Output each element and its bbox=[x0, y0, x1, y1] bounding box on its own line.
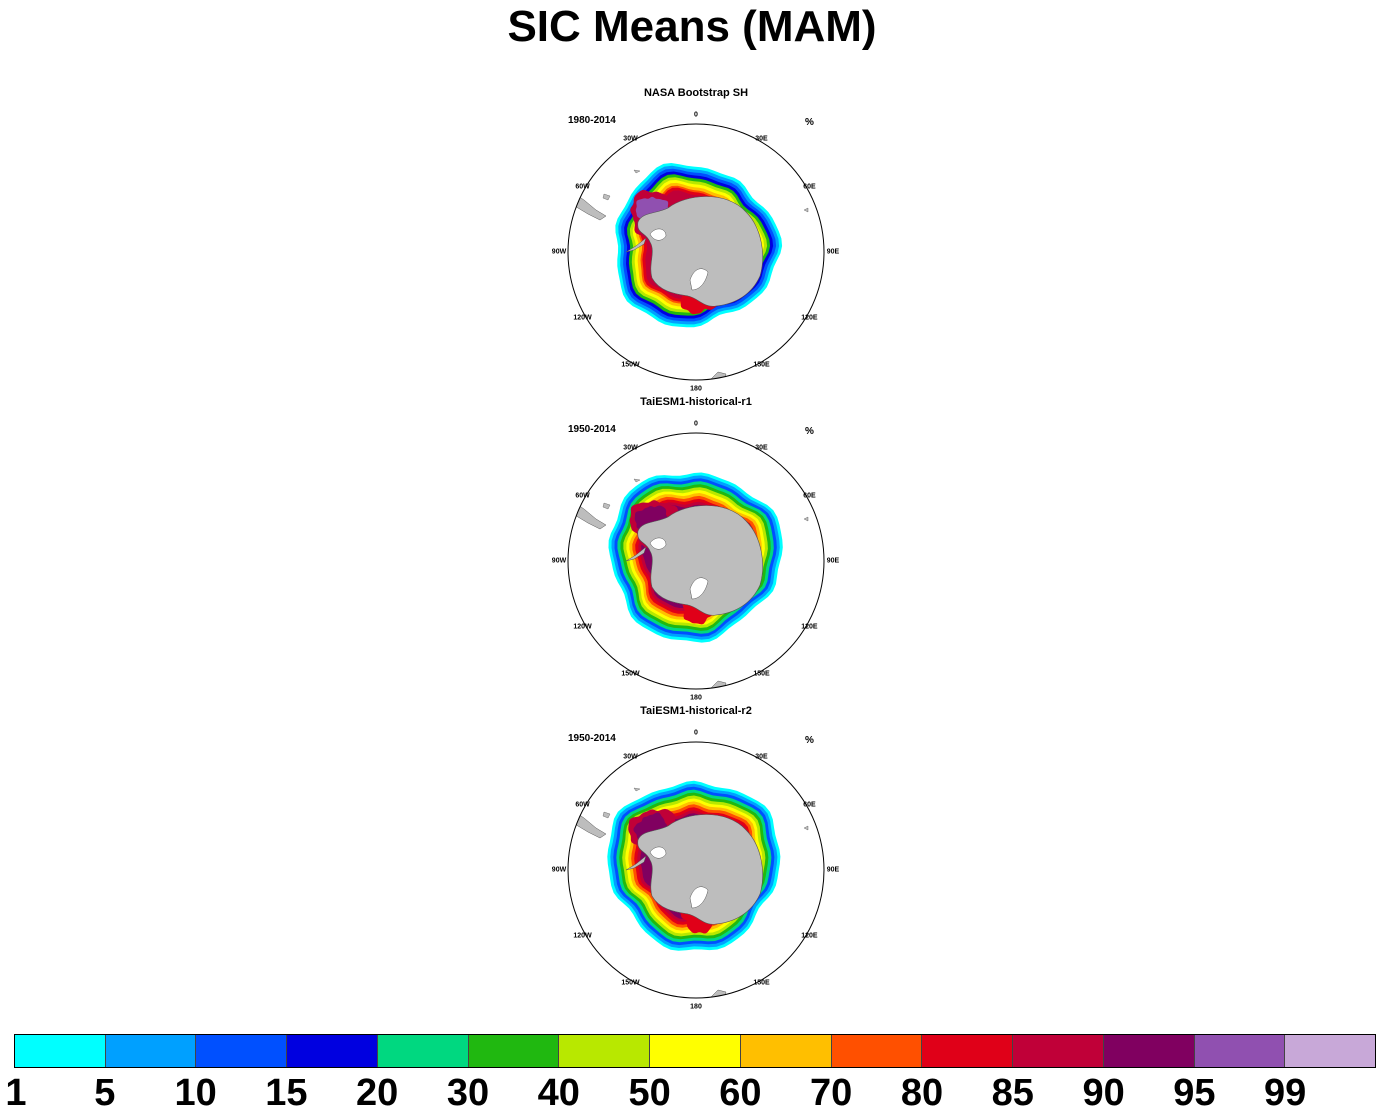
panel-title-r1: TaiESM1-historical-r1 bbox=[640, 396, 752, 408]
polar-map-r1 bbox=[567, 432, 825, 690]
colorbar-swatch bbox=[468, 1035, 560, 1067]
colorbar-label: 60 bbox=[719, 1072, 762, 1114]
panel-period-obs: 1980-2014 bbox=[568, 115, 616, 126]
lon-label-60e: 60E bbox=[803, 801, 816, 808]
lon-label-90e: 90E bbox=[826, 557, 840, 565]
lon-label-120e: 120E bbox=[801, 623, 818, 630]
colorbar-label: 20 bbox=[356, 1072, 399, 1114]
lon-label-150e: 150E bbox=[753, 979, 770, 987]
colorbar-label: 30 bbox=[446, 1072, 490, 1114]
lon-label-120w: 120W bbox=[573, 623, 592, 630]
colorbar-swatch bbox=[377, 1035, 469, 1067]
lon-label-30w: 30W bbox=[623, 444, 638, 452]
lon-label-30w: 30W bbox=[623, 135, 638, 143]
colorbar-label: 5 bbox=[94, 1072, 116, 1114]
colorbar-swatch bbox=[15, 1035, 106, 1067]
lon-label-120e: 120E bbox=[801, 932, 818, 939]
lon-label-180: 180 bbox=[690, 385, 702, 393]
colorbar-swatch bbox=[287, 1035, 378, 1067]
colorbar-swatch bbox=[1194, 1035, 1286, 1067]
antarctica bbox=[637, 196, 763, 307]
colorbar-swatch bbox=[1103, 1035, 1195, 1067]
lon-label-150e: 150E bbox=[753, 361, 770, 369]
map-boundary bbox=[567, 123, 825, 381]
colorbar bbox=[14, 1034, 1376, 1068]
lon-label-120w: 120W bbox=[573, 314, 592, 321]
lon-label-150w: 150W bbox=[621, 670, 640, 678]
lon-label-90w: 90W bbox=[551, 557, 567, 565]
lon-label-0: 0 bbox=[694, 111, 698, 119]
lon-label-180: 180 bbox=[690, 694, 702, 702]
lon-label-150e: 150E bbox=[753, 670, 770, 678]
colorbar-label: 85 bbox=[991, 1072, 1034, 1114]
colorbar-label: 95 bbox=[1173, 1072, 1216, 1114]
lon-label-60w: 60W bbox=[575, 183, 590, 190]
lon-label-60w: 60W bbox=[575, 492, 590, 499]
lon-label-90e: 90E bbox=[826, 866, 840, 874]
colorbar-swatch bbox=[1013, 1035, 1104, 1067]
lon-label-30e: 30E bbox=[755, 135, 768, 143]
lon-label-60e: 60E bbox=[803, 183, 816, 190]
map-boundary bbox=[567, 741, 825, 999]
colorbar-label: 90 bbox=[1082, 1072, 1125, 1114]
panel-unit-r1: % bbox=[805, 426, 814, 437]
panel-unit-r2: % bbox=[805, 735, 814, 746]
colorbar-swatch bbox=[105, 1035, 197, 1067]
lon-label-120e: 120E bbox=[801, 314, 818, 321]
lon-label-90e: 90E bbox=[826, 248, 840, 256]
panel-unit-obs: % bbox=[805, 117, 814, 128]
lon-label-60w: 60W bbox=[575, 801, 590, 808]
colorbar-label: 15 bbox=[265, 1072, 308, 1114]
colorbar-label: 50 bbox=[628, 1072, 671, 1114]
lon-label-30e: 30E bbox=[755, 753, 768, 761]
colorbar-swatch bbox=[740, 1035, 832, 1067]
lon-label-30e: 30E bbox=[755, 444, 768, 452]
map-boundary bbox=[567, 432, 825, 690]
lon-label-0: 0 bbox=[694, 420, 698, 428]
colorbar-swatch bbox=[831, 1035, 923, 1067]
polar-map-obs bbox=[567, 123, 825, 381]
colorbar-swatch bbox=[650, 1035, 741, 1067]
colorbar-label: 10 bbox=[174, 1072, 217, 1114]
colorbar-label: 40 bbox=[537, 1072, 580, 1114]
colorbar-label: 1 bbox=[5, 1072, 27, 1114]
lon-label-0: 0 bbox=[694, 729, 698, 737]
antarctica bbox=[637, 505, 763, 616]
colorbar-swatch bbox=[1285, 1035, 1376, 1067]
panel-title-r2: TaiESM1-historical-r2 bbox=[640, 705, 752, 717]
lon-label-120w: 120W bbox=[573, 932, 592, 939]
colorbar-label: 99 bbox=[1264, 1072, 1307, 1114]
polar-map-r2 bbox=[567, 741, 825, 999]
lon-label-150w: 150W bbox=[621, 361, 640, 369]
panel-period-r2: 1950-2014 bbox=[568, 733, 616, 744]
lon-label-180: 180 bbox=[690, 1003, 702, 1011]
lon-label-150w: 150W bbox=[621, 979, 640, 987]
panel-title-obs: NASA Bootstrap SH bbox=[643, 87, 749, 99]
colorbar-swatch bbox=[559, 1035, 651, 1067]
lon-label-60e: 60E bbox=[803, 492, 816, 499]
lon-label-30w: 30W bbox=[623, 753, 638, 761]
lon-label-90w: 90W bbox=[551, 248, 567, 256]
lon-label-90w: 90W bbox=[551, 866, 567, 874]
colorbar-swatch bbox=[196, 1035, 288, 1067]
figure-title: SIC Means (MAM) bbox=[507, 2, 877, 51]
colorbar-label: 70 bbox=[810, 1072, 853, 1114]
colorbar-swatch bbox=[922, 1035, 1014, 1067]
colorbar-label: 80 bbox=[900, 1072, 944, 1114]
antarctica bbox=[637, 814, 763, 925]
panel-period-r1: 1950-2014 bbox=[568, 424, 616, 435]
